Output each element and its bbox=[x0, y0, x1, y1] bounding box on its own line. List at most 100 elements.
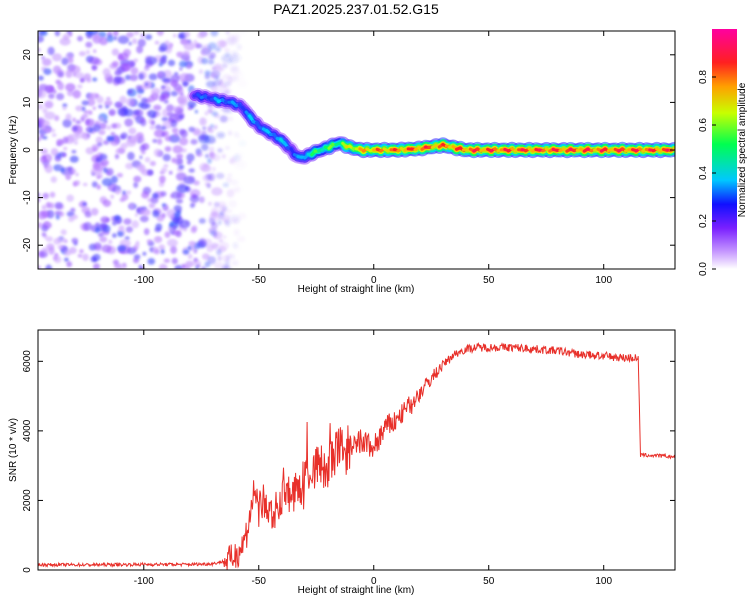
noise-speckle bbox=[183, 51, 190, 57]
noise-speckle bbox=[140, 118, 146, 122]
noise-speckle bbox=[228, 116, 233, 121]
noise-speckle bbox=[201, 144, 208, 151]
noise-speckle bbox=[134, 30, 140, 36]
noise-speckle bbox=[188, 246, 192, 250]
noise-speckle bbox=[41, 210, 51, 217]
y-tick-label: -20 bbox=[22, 238, 33, 253]
noise-speckle bbox=[161, 85, 165, 89]
noise-speckle bbox=[58, 245, 64, 250]
noise-speckle bbox=[135, 109, 143, 116]
noise-speckle bbox=[179, 220, 191, 229]
noise-speckle bbox=[93, 49, 96, 53]
noise-speckle bbox=[170, 246, 177, 254]
noise-speckle bbox=[135, 213, 138, 217]
noise-speckle bbox=[202, 126, 206, 130]
noise-speckle bbox=[51, 129, 55, 133]
noise-speckle bbox=[70, 156, 79, 163]
noise-speckle bbox=[177, 95, 188, 103]
noise-speckle bbox=[89, 57, 100, 65]
noise-speckle bbox=[93, 258, 97, 262]
noise-speckle bbox=[212, 246, 217, 250]
noise-speckle bbox=[133, 176, 141, 183]
y-tick-label: 10 bbox=[22, 96, 33, 108]
noise-speckle bbox=[152, 193, 159, 199]
x-tick-label: -100 bbox=[134, 275, 154, 286]
noise-speckle bbox=[234, 229, 240, 236]
noise-speckle bbox=[42, 232, 47, 236]
noise-speckle bbox=[126, 226, 133, 232]
noise-speckle bbox=[218, 221, 222, 225]
noise-speckle bbox=[118, 53, 123, 58]
noise-speckle bbox=[176, 51, 183, 56]
noise-speckle bbox=[131, 220, 139, 228]
noise-speckle bbox=[214, 262, 224, 269]
colorbar-label: Normalized spectral amplitude bbox=[737, 82, 748, 217]
noise-speckle bbox=[127, 152, 135, 160]
noise-speckle bbox=[205, 261, 211, 267]
colorbar-tick-label: 0.0 bbox=[698, 262, 709, 276]
noise-speckle bbox=[147, 258, 155, 265]
noise-speckle bbox=[106, 125, 111, 130]
x-tick-label: 50 bbox=[483, 275, 495, 286]
noise-speckle bbox=[188, 241, 196, 246]
noise-speckle bbox=[63, 137, 69, 144]
noise-speckle bbox=[155, 41, 160, 45]
noise-speckle bbox=[128, 128, 136, 135]
noise-speckle bbox=[110, 194, 114, 199]
snr-x-label: Height of straight line (km) bbox=[298, 585, 415, 596]
noise-speckle bbox=[107, 136, 114, 141]
noise-speckle bbox=[49, 203, 55, 209]
noise-speckle bbox=[208, 59, 214, 64]
noise-speckle bbox=[102, 245, 112, 253]
noise-speckle bbox=[168, 43, 173, 48]
noise-speckle bbox=[65, 70, 72, 78]
noise-speckle bbox=[136, 85, 142, 91]
noise-speckle bbox=[95, 227, 100, 233]
noise-speckle bbox=[85, 119, 90, 125]
noise-speckle bbox=[108, 240, 112, 245]
noise-speckle bbox=[238, 213, 247, 220]
noise-speckle bbox=[100, 216, 109, 223]
x-tick-label: -100 bbox=[134, 576, 154, 587]
noise-speckle bbox=[170, 79, 178, 86]
noise-speckle bbox=[179, 67, 182, 71]
noise-speckle bbox=[219, 40, 225, 47]
noise-speckle bbox=[52, 53, 62, 61]
noise-speckle bbox=[88, 110, 93, 115]
snr-y-label: SNR (10 * v/v) bbox=[8, 418, 19, 482]
noise-speckle bbox=[114, 76, 122, 83]
noise-speckle bbox=[106, 97, 111, 101]
noise-speckle bbox=[79, 249, 83, 253]
noise-speckle bbox=[68, 134, 79, 142]
noise-speckle bbox=[52, 133, 57, 137]
noise-speckle bbox=[225, 146, 230, 151]
noise-speckle bbox=[71, 214, 78, 219]
colorbar-tick-label: 0.8 bbox=[698, 70, 709, 84]
noise-speckle bbox=[168, 60, 175, 67]
noise-speckle bbox=[239, 30, 246, 36]
noise-speckle bbox=[46, 236, 53, 242]
noise-speckle bbox=[223, 216, 231, 223]
noise-speckle bbox=[112, 233, 117, 238]
noise-speckle bbox=[209, 152, 214, 158]
noise-speckle bbox=[117, 231, 123, 237]
noise-speckle bbox=[169, 171, 173, 175]
noise-speckle bbox=[92, 66, 96, 70]
y-tick-label: -10 bbox=[22, 190, 33, 205]
noise-speckle bbox=[211, 187, 222, 195]
noise-speckle bbox=[229, 159, 234, 164]
noise-speckle bbox=[96, 157, 100, 161]
noise-speckle bbox=[205, 70, 211, 75]
noise-speckle bbox=[215, 76, 219, 80]
noise-speckle bbox=[91, 167, 103, 175]
noise-speckle bbox=[208, 42, 217, 49]
noise-speckle bbox=[82, 107, 86, 112]
noise-speckle bbox=[201, 50, 205, 55]
noise-speckle bbox=[112, 48, 119, 55]
noise-speckle bbox=[115, 154, 119, 159]
noise-speckle bbox=[64, 258, 69, 262]
noise-speckle bbox=[49, 86, 54, 92]
noise-speckle bbox=[191, 227, 197, 234]
colorbar-tick-label: 0.2 bbox=[698, 214, 709, 228]
